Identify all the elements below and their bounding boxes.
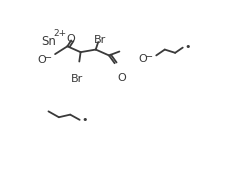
- Text: O: O: [67, 34, 76, 44]
- Text: O: O: [38, 55, 46, 65]
- Text: Br: Br: [71, 75, 83, 84]
- Text: O: O: [117, 73, 126, 83]
- Text: −: −: [145, 52, 153, 62]
- Text: Sn: Sn: [41, 35, 56, 48]
- Text: 2+: 2+: [54, 29, 67, 38]
- Text: •: •: [81, 115, 88, 125]
- Text: O: O: [139, 54, 147, 64]
- Text: −: −: [44, 53, 52, 63]
- Text: Br: Br: [93, 35, 106, 45]
- Text: •: •: [184, 42, 191, 52]
